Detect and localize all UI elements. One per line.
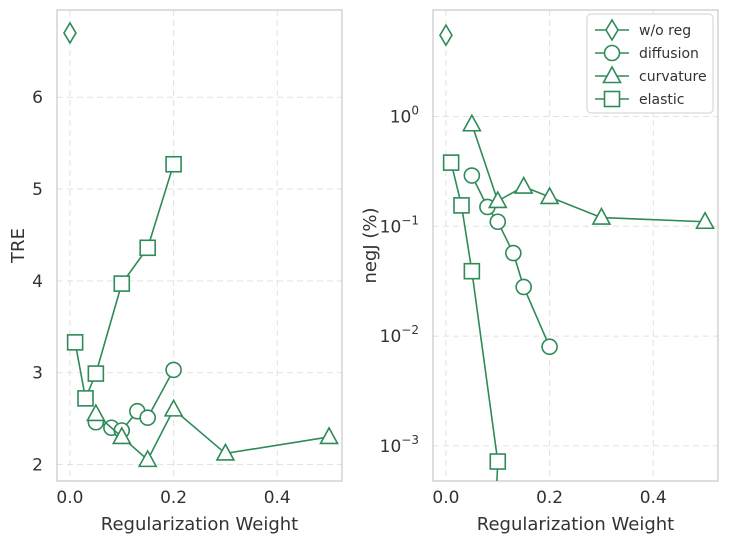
data-point [539,186,560,205]
data-point [319,426,339,445]
legend-label: curvature [639,69,707,85]
legend-marker [605,18,619,42]
data-point [487,190,508,209]
y-tick-label: 10−3 [380,433,419,457]
series-elastic [66,155,182,407]
data-point [66,334,84,351]
data-point [541,338,558,356]
tre-chart: 0.0 0.2 0.4 2 3 4 5 6 Regularization Weight TRE [8,9,343,535]
y-tick-label: 6 [32,88,43,108]
series-diffusion [463,167,558,356]
series-w-o-reg [439,23,453,47]
data-point [139,409,156,426]
x-tick-label: 0.4 [640,488,667,508]
data-point [463,262,481,280]
series-line [95,408,330,462]
plot-area [439,23,715,481]
data-point [489,453,507,470]
data-point [515,278,532,296]
y-tick-exponent: 0 [411,103,419,117]
legend-label: w/o reg [639,23,691,39]
series-curvature [86,398,339,468]
data-point [439,23,453,47]
x-tick-label: 0.2 [160,488,187,508]
legend-marker [603,90,621,108]
data-point [453,197,470,214]
y-tick-label: 4 [32,272,43,292]
x-axis-label: Regularization Weight [101,514,298,535]
plot-frame [432,9,719,482]
data-point [442,154,460,171]
y-axis-label: negJ (%) [360,207,381,283]
x-tick-label: 0.2 [536,488,563,508]
series-line [74,164,175,402]
y-tick-exponent: −2 [401,323,419,337]
data-point [77,390,94,407]
legend-item: elastic [595,90,684,108]
legend-marker [602,65,622,84]
data-point [137,449,158,468]
y-tick-exponent: −1 [401,213,419,227]
y-tick-label: 3 [32,364,43,384]
data-point [87,365,105,382]
y-tick-base: 10 [380,327,402,347]
y-axis-label: TRE [8,228,29,264]
y-tick-exponent: −3 [401,433,419,447]
x-tick-label: 0.4 [264,488,291,508]
legend-frame [586,13,714,114]
y-tick-label: 100 [390,103,419,127]
y-tick-base: 10 [380,437,402,457]
data-point [113,275,131,292]
data-point [513,175,534,194]
data-point [215,442,236,461]
series-curvature [462,113,715,230]
legend-label: diffusion [639,46,699,62]
y-tick-label: 5 [32,180,43,200]
series-line [471,123,706,223]
data-point [111,426,132,445]
legend-marker [603,44,621,62]
legend-label: elastic [639,92,684,108]
data-point [505,244,522,262]
y-tick-label: 10−1 [380,213,419,237]
data-point [165,155,182,173]
plot-frame [56,9,343,482]
data-point [163,398,184,417]
data-point [165,361,182,379]
data-point [139,239,156,257]
legend-item: diffusion [595,44,699,62]
y-tick-base: 10 [380,217,402,237]
data-point [86,403,106,422]
data-point [489,213,507,231]
data-point [63,21,77,45]
x-tick-label: 0.0 [56,488,83,508]
x-tick-label: 0.0 [432,488,459,508]
y-tick-label: 10−2 [380,323,419,347]
data-point [463,167,481,184]
legend-item: curvature [595,65,707,85]
series-elastic [442,154,507,481]
x-axis-label: Regularization Weight [477,514,674,535]
data-point [591,206,612,225]
y-tick-label: 2 [32,455,43,475]
series-w-o-reg [63,21,77,45]
legend: w/o reg diffusion curvature elastic [586,13,714,114]
data-point [695,211,715,230]
legend-item: w/o reg [595,18,691,42]
plot-area [63,21,339,468]
y-tick-base: 10 [390,107,412,127]
data-point [462,113,482,132]
